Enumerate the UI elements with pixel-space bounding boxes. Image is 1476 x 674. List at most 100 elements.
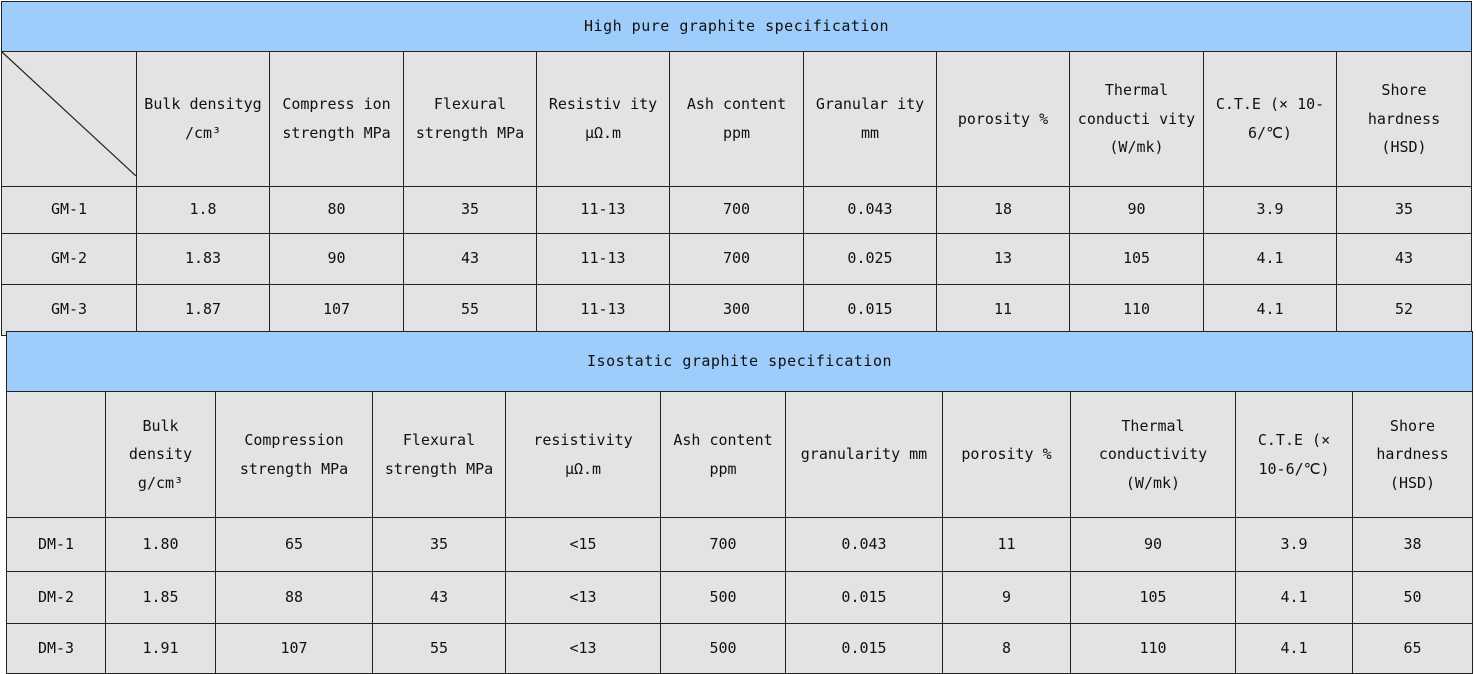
- cell: 35: [372, 517, 506, 572]
- cell: 1.8: [136, 185, 270, 234]
- column-header: Shore hardness (HSD): [1335, 51, 1473, 187]
- column-header: Compression strength MPa: [215, 391, 373, 518]
- cell: 107: [215, 623, 373, 674]
- cell: 700: [669, 232, 804, 285]
- cell: 11-13: [536, 232, 670, 285]
- column-header: C.T.E (× 10-6/℃): [1235, 391, 1353, 518]
- column-header: Granular ity mm: [803, 51, 937, 187]
- cell: 35: [1335, 185, 1473, 234]
- column-header: Flexural strength MPa: [372, 391, 506, 518]
- corner-cell: [6, 391, 106, 518]
- cell: 38: [1351, 517, 1474, 572]
- cell: 11-13: [536, 185, 670, 234]
- cell: 18: [936, 185, 1070, 234]
- cell: 4.1: [1203, 232, 1337, 285]
- column-header: porosity %: [942, 391, 1071, 518]
- cell: 55: [372, 623, 506, 674]
- table-title: Isostatic graphite specification: [5, 331, 1474, 392]
- cell: 52: [1335, 283, 1473, 336]
- corner-cell: [1, 51, 137, 187]
- cell: 0.015: [785, 623, 943, 674]
- cell: 0.015: [785, 571, 943, 624]
- cell: 1.91: [105, 623, 216, 674]
- cell: 13: [936, 232, 1070, 285]
- table-title: High pure graphite specification: [0, 1, 1473, 52]
- cell: 9: [942, 571, 1071, 624]
- cell: 105: [1069, 232, 1204, 285]
- cell: 43: [1335, 232, 1473, 285]
- column-header: Thermal conducti vity (W/mk): [1069, 51, 1204, 187]
- cell: 43: [372, 571, 506, 624]
- cell: 55: [403, 283, 537, 336]
- spec-table: Isostatic graphite specification Bulk den…: [5, 331, 1474, 674]
- header-row: Bulk densityg /cm³ Compress ion strength …: [1, 51, 1473, 187]
- cell: 500: [660, 571, 786, 624]
- diagonal: [2, 52, 136, 177]
- cell: 4.1: [1235, 571, 1353, 624]
- cell: 500: [660, 623, 786, 674]
- column-header: Flexural strength MPa: [403, 51, 537, 187]
- column-header: granularity mm: [785, 391, 943, 518]
- data-row: GM-3 1.87 107 55 11-13 300 0.015 11 110 4.1 52: [1, 283, 1473, 336]
- cell: 700: [669, 185, 804, 234]
- row-label: DM-1: [6, 517, 106, 572]
- cell: 110: [1070, 623, 1236, 674]
- column-header: Thermal conductivity (W/mk): [1070, 391, 1236, 518]
- cell: 300: [669, 283, 804, 336]
- cell: <13: [505, 571, 661, 624]
- cell: <15: [505, 517, 661, 572]
- cell: 1.87: [136, 283, 270, 336]
- row-label: GM-2: [1, 232, 137, 285]
- cell: 110: [1069, 283, 1204, 336]
- title-row: High pure graphite specification: [0, 1, 1473, 52]
- data-row: GM-1 1.8 80 35 11-13 700 0.043 18 90 3.9 35: [1, 185, 1473, 234]
- column-header: Compress ion strength MPa: [269, 51, 404, 187]
- cell: 107: [269, 283, 404, 336]
- cell: 4.1: [1235, 623, 1353, 674]
- cell: 0.043: [785, 517, 943, 572]
- cell: 1.85: [105, 571, 216, 624]
- cell: 1.83: [136, 232, 270, 285]
- cell: 3.9: [1235, 517, 1353, 572]
- cell: 90: [1070, 517, 1236, 572]
- column-header: porosity %: [936, 51, 1070, 187]
- cell: 8: [942, 623, 1071, 674]
- cell: 0.025: [803, 232, 937, 285]
- cell: 1.80: [105, 517, 216, 572]
- column-header: Bulk density g/cm³: [105, 391, 216, 518]
- cell: 11: [942, 517, 1071, 572]
- row-label: DM-2: [6, 571, 106, 624]
- cell: 105: [1070, 571, 1236, 624]
- cell: 90: [269, 232, 404, 285]
- column-header: Resistiv ity μΩ.m: [536, 51, 670, 187]
- column-header: C.T.E (× 10-6/℃): [1203, 51, 1337, 187]
- cell: 3.9: [1203, 185, 1337, 234]
- cell: 700: [660, 517, 786, 572]
- cell: 11-13: [536, 283, 670, 336]
- cell: 90: [1069, 185, 1204, 234]
- row-label: GM-3: [1, 283, 137, 336]
- column-header: resistivity μΩ.m: [505, 391, 661, 518]
- row-label: GM-1: [1, 185, 137, 234]
- data-row: DM-3 1.91 107 55 <13 500 0.015 8 110 4.1 65: [6, 623, 1474, 674]
- column-header: Shore hardness (HSD): [1351, 391, 1474, 518]
- column-header: Bulk densityg /cm³: [136, 51, 270, 187]
- cell: <13: [505, 623, 661, 674]
- spec-table: High pure graphite specification Bulk den…: [0, 1, 1473, 336]
- cell: 0.043: [803, 185, 937, 234]
- column-header: Ash content ppm: [660, 391, 786, 518]
- row-label: DM-3: [6, 623, 106, 674]
- cell: 88: [215, 571, 373, 624]
- data-row: GM-2 1.83 90 43 11-13 700 0.025 13 105 4.1 43: [1, 232, 1473, 285]
- cell: 43: [403, 232, 537, 285]
- cell: 50: [1351, 571, 1474, 624]
- cell: 35: [403, 185, 537, 234]
- cell: 0.015: [803, 283, 937, 336]
- data-row: DM-2 1.85 88 43 <13 500 0.015 9 105 4.1 50: [6, 571, 1474, 624]
- header-row: Bulk density g/cm³ Compression strength M…: [6, 391, 1474, 518]
- cell: 4.1: [1203, 283, 1337, 336]
- column-header: Ash content ppm: [669, 51, 804, 187]
- cell: 65: [1351, 623, 1474, 674]
- title-row: Isostatic graphite specification: [5, 331, 1474, 392]
